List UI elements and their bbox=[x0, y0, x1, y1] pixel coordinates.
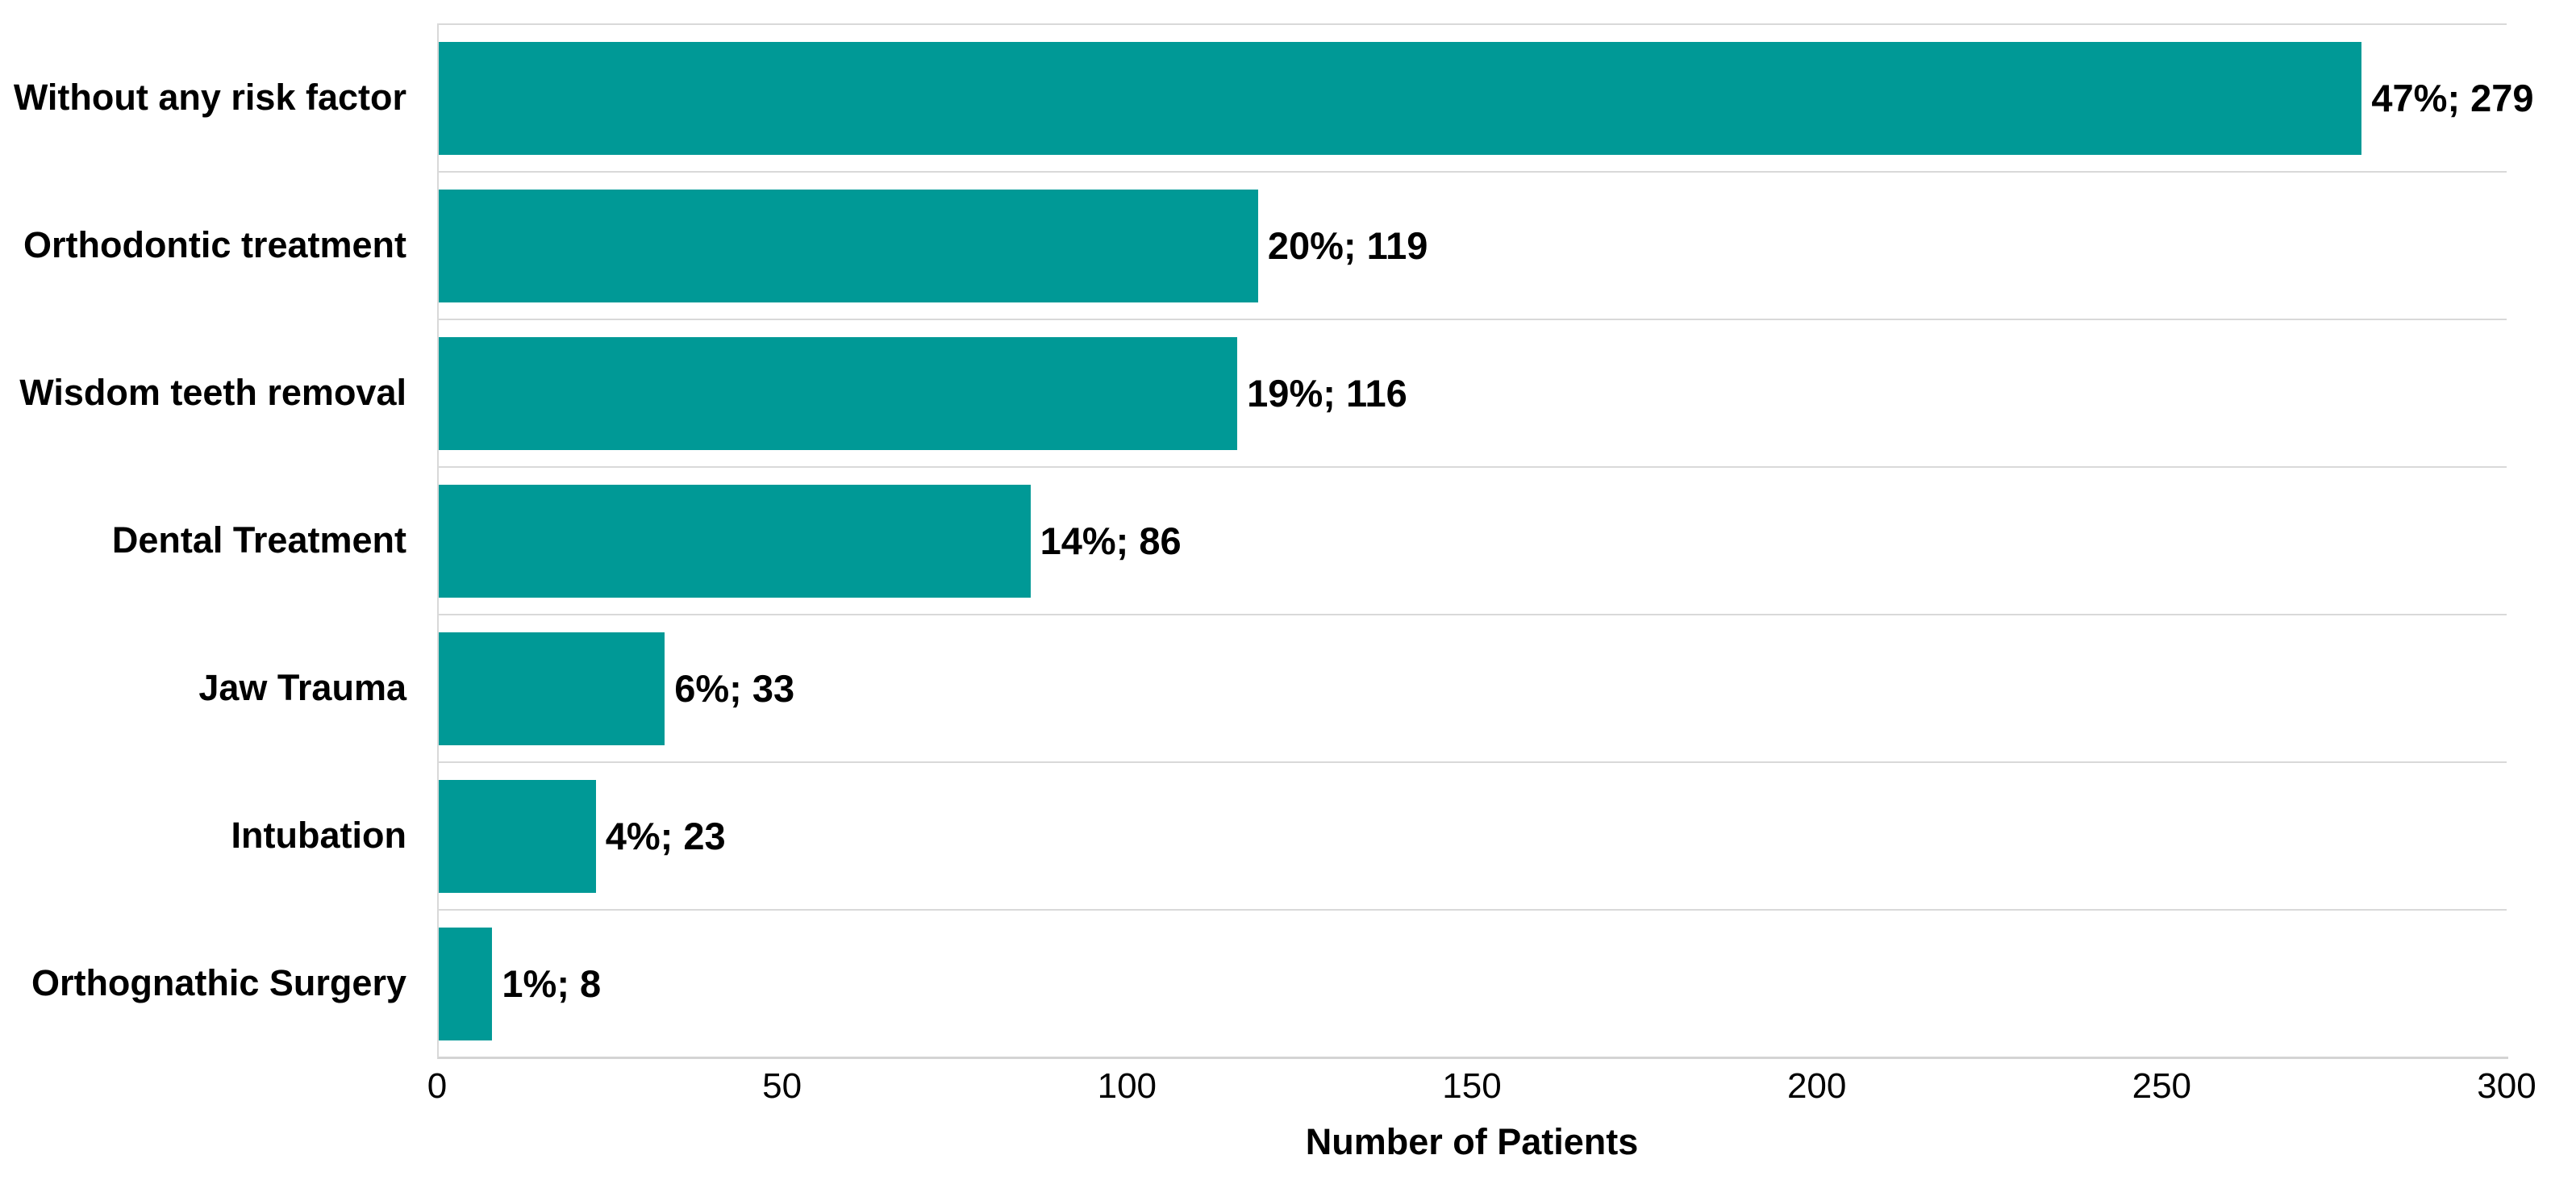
bar bbox=[437, 779, 596, 893]
category-label: Orthodontic treatment bbox=[23, 223, 406, 265]
bar bbox=[437, 927, 493, 1040]
bar bbox=[437, 336, 1238, 450]
bar-value-label: 4%; 23 bbox=[605, 815, 726, 857]
category-label: Jaw Trauma bbox=[198, 666, 406, 708]
bar-value-label: 1%; 8 bbox=[502, 962, 602, 1005]
bar-row: Intubation 4%; 23 bbox=[0, 761, 2576, 909]
category-label: Intubation bbox=[231, 814, 406, 856]
bar-row: Orthognathic Surgery 1%; 8 bbox=[0, 909, 2576, 1057]
bar bbox=[437, 189, 1258, 302]
bar bbox=[437, 632, 665, 745]
x-axis-ticks: 0 50 100 150 200 250 300 bbox=[427, 1066, 2536, 1115]
category-label: Without any risk factor bbox=[13, 76, 406, 118]
bar-row: Dental Treatment 14%; 86 bbox=[0, 466, 2576, 614]
bar-row: Wisdom teeth removal 19%; 116 bbox=[0, 319, 2576, 466]
category-label: Orthognathic Surgery bbox=[31, 961, 406, 1003]
x-tick-label: 100 bbox=[1097, 1066, 1157, 1106]
x-tick-label: 200 bbox=[1786, 1066, 1847, 1106]
bar-value-label: 20%; 119 bbox=[1267, 224, 1428, 267]
bar-value-label: 14%; 86 bbox=[1040, 519, 1182, 562]
x-tick-label: 250 bbox=[2132, 1066, 2192, 1106]
bar bbox=[437, 484, 1031, 598]
bar bbox=[437, 41, 2362, 155]
bar-rows: Without any risk factor 47%; 279 Orthodont… bbox=[0, 23, 2576, 1057]
bar-track: 20%; 119 bbox=[437, 171, 2507, 319]
x-tick-label: 0 bbox=[427, 1066, 448, 1106]
bar-value-label: 47%; 279 bbox=[2371, 77, 2534, 119]
bar-track: 1%; 8 bbox=[437, 909, 2507, 1057]
bar-track: 14%; 86 bbox=[437, 466, 2507, 614]
bar-track: 6%; 33 bbox=[437, 614, 2507, 761]
x-tick-label: 150 bbox=[1442, 1066, 1502, 1106]
bar-row: Jaw Trauma 6%; 33 bbox=[0, 614, 2576, 761]
category-label: Dental Treatment bbox=[111, 519, 406, 561]
bar-track: 19%; 116 bbox=[437, 319, 2507, 466]
bar-value-label: 6%; 33 bbox=[674, 667, 795, 710]
category-label: Wisdom teeth removal bbox=[19, 371, 406, 413]
bar-value-label: 19%; 116 bbox=[1247, 372, 1407, 415]
bar-track: 47%; 279 bbox=[437, 23, 2534, 171]
x-axis-title: Number of Patients bbox=[1305, 1121, 1639, 1162]
bar-row: Orthodontic treatment 20%; 119 bbox=[0, 171, 2576, 319]
x-tick-label: 300 bbox=[2477, 1066, 2536, 1106]
bar-track: 4%; 23 bbox=[437, 761, 2507, 909]
bar-row: Without any risk factor 47%; 279 bbox=[0, 23, 2576, 171]
x-tick-label: 50 bbox=[762, 1066, 802, 1106]
